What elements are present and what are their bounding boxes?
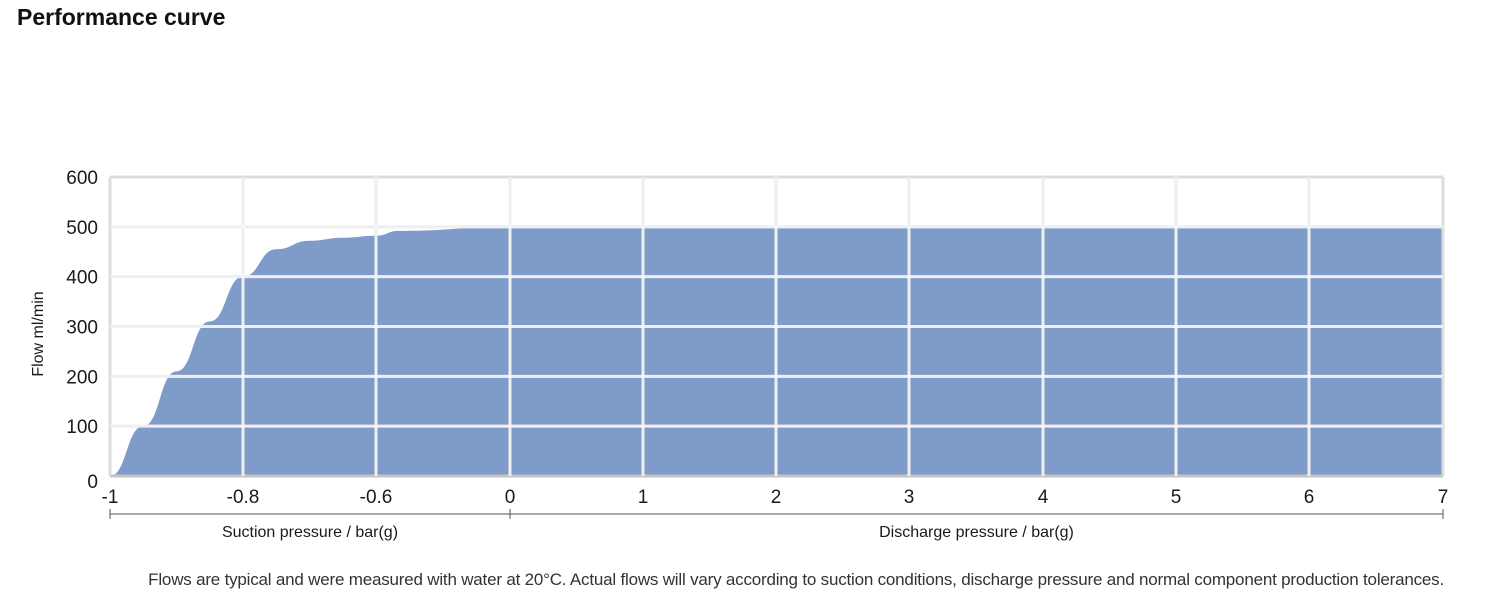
footnote: Flows are typical and were measured with…	[148, 570, 1444, 589]
x-tick-label: 6	[1304, 487, 1315, 508]
y-tick-label: 200	[66, 367, 98, 388]
x-tick-label: 2	[771, 487, 782, 508]
x-tick-label: 0	[505, 487, 516, 508]
y-tick-label: 400	[66, 268, 98, 289]
x-tick-label: 1	[638, 487, 649, 508]
y-tick-label: 100	[66, 417, 98, 438]
x-tick-label: -0.8	[227, 487, 260, 508]
y-axis-label: Flow ml/min	[30, 291, 47, 376]
x-tick-label: 5	[1171, 487, 1182, 508]
section-label: Suction pressure / bar(g)	[222, 524, 398, 541]
x-tick-label: 7	[1438, 487, 1449, 508]
y-tick-label: 300	[66, 318, 98, 339]
y-tick-label: 0	[87, 472, 98, 493]
x-tick-label: -0.6	[360, 487, 393, 508]
y-tick-label: 600	[66, 168, 98, 189]
x-tick-label: 4	[1038, 487, 1049, 508]
x-tick-label: -1	[102, 487, 119, 508]
page-title: Performance curve	[17, 4, 226, 30]
x-tick-label: 3	[904, 487, 915, 508]
y-tick-label: 500	[66, 218, 98, 239]
section-label: Discharge pressure / bar(g)	[879, 524, 1074, 541]
